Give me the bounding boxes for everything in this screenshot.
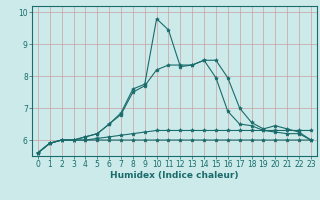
X-axis label: Humidex (Indice chaleur): Humidex (Indice chaleur)	[110, 171, 239, 180]
